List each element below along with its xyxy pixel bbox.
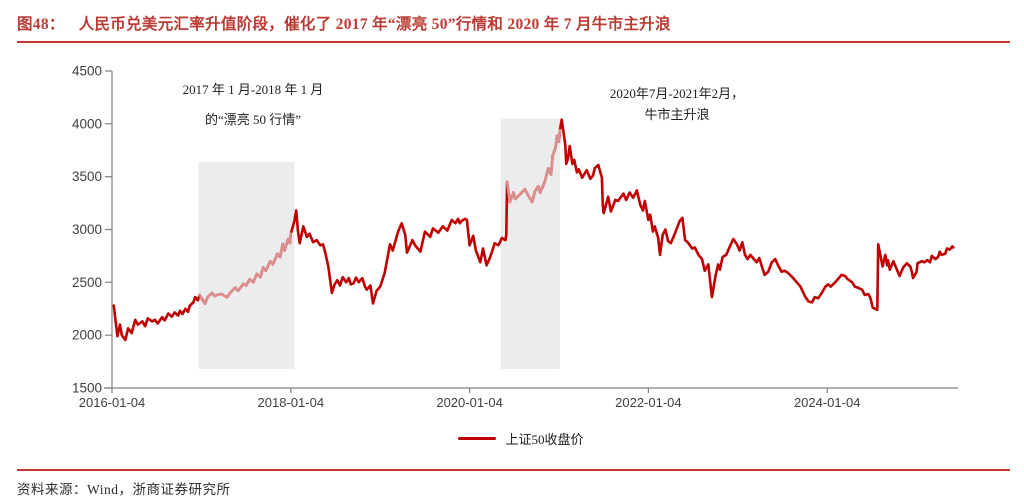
figure-title-row: 图48： 人民币兑美元汇率升值阶段，催化了 2017 年“漂亮 50”行情和 20… [17,12,1017,34]
x-tick-label: 2024-01-04 [794,395,861,410]
y-tick-label: 2000 [72,328,102,343]
y-tick-label: 1500 [72,381,102,396]
highlight-band [500,118,560,369]
y-tick-label: 4500 [72,64,102,79]
annotation-2017-nifty50: 2017 年 1 月-2018 年 1 月 的“漂亮 50 行情” [163,75,343,135]
y-tick-label: 3000 [72,222,102,237]
price-line [112,118,955,342]
source-attribution: 资料来源：Wind，浙商证券研究所 [17,482,231,497]
figure-number-label: 图48： [17,16,65,33]
y-tick-label: 3500 [72,169,102,184]
bottom-divider-rule [17,469,1010,471]
annotation-2020-bull-market: 2020年7月-2021年2月， 牛市主升浪 [592,83,762,125]
price-line-highlight [198,232,293,305]
legend-series-label: 上证50收盘价 [505,431,584,447]
annotation-line: 的“漂亮 50 行情” [204,112,302,127]
x-tick-label: 2018-01-04 [258,395,325,410]
price-line-highlight [505,128,562,204]
annotation-line: 2020年7月-2021年2月， [609,86,745,101]
y-tick-label: 2500 [72,275,102,290]
x-tick-label: 2022-01-04 [615,395,682,410]
highlight-band [198,161,295,369]
chart-legend: 上证50收盘价 [0,429,1024,447]
legend-line-swatch-icon [458,436,497,440]
x-tick-label: 2016-01-04 [79,395,146,410]
title-divider-rule [17,41,1010,43]
x-tick-label: 2020-01-04 [436,395,503,410]
annotation-line: 牛市主升浪 [644,107,710,122]
annotation-line: 2017 年 1 月-2018 年 1 月 [182,82,324,97]
figure-title: 人民币兑美元汇率升值阶段，催化了 2017 年“漂亮 50”行情和 2020 年… [78,16,671,33]
y-tick-label: 4000 [72,116,102,131]
